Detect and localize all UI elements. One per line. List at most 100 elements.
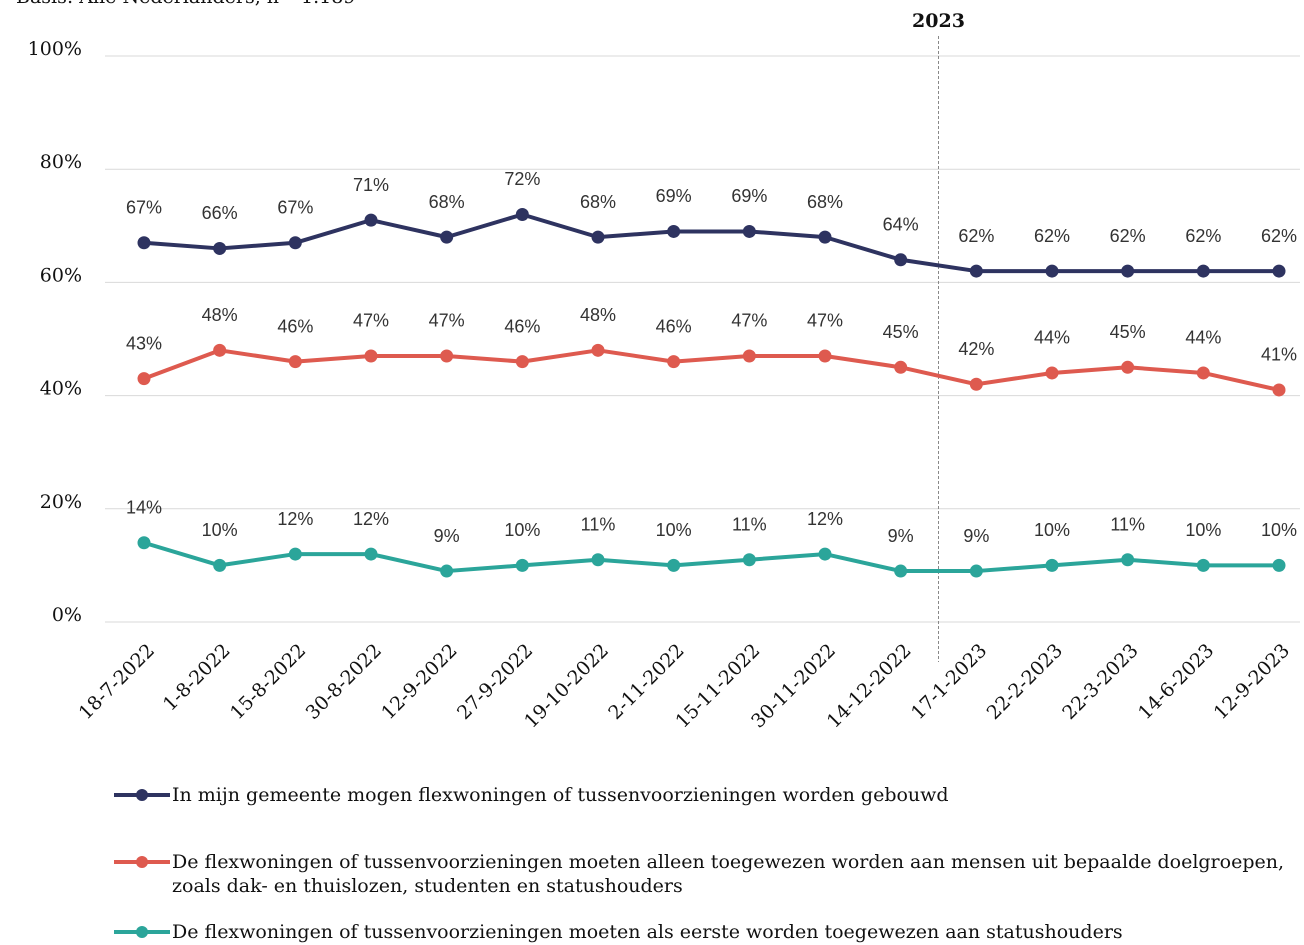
legend-icon xyxy=(114,926,170,938)
point xyxy=(364,547,378,561)
point xyxy=(515,355,529,369)
point xyxy=(364,213,378,227)
data-label: 10% xyxy=(656,520,692,540)
series-line xyxy=(143,212,1279,274)
data-label: 41% xyxy=(1261,345,1297,365)
point xyxy=(1045,366,1059,380)
y-tick-label: 100% xyxy=(28,38,82,60)
point xyxy=(591,553,605,567)
data-label: 68% xyxy=(807,192,843,212)
point xyxy=(288,236,302,250)
data-label: 9% xyxy=(963,526,989,546)
data-label: 45% xyxy=(1110,322,1146,342)
point xyxy=(667,558,681,572)
data-label: 42% xyxy=(958,339,994,359)
point xyxy=(1121,360,1135,374)
x-tick-label: 12-9-2023 xyxy=(1210,640,1294,724)
data-label: 43% xyxy=(126,333,162,353)
data-label: 47% xyxy=(807,311,843,331)
data-label: 47% xyxy=(429,311,465,331)
data-label: 66% xyxy=(202,203,238,223)
data-label: 12% xyxy=(807,509,843,529)
point xyxy=(969,564,983,578)
data-label: 68% xyxy=(429,192,465,212)
x-tick-label: 12-9-2022 xyxy=(377,640,461,724)
point xyxy=(1121,553,1135,567)
point xyxy=(742,553,756,567)
legend-marker xyxy=(136,856,148,868)
point xyxy=(440,230,454,244)
data-label: 68% xyxy=(580,192,616,212)
data-label: 11% xyxy=(732,514,767,534)
legend-item: In mijn gemeente mogen flexwoningen of t… xyxy=(112,783,1292,807)
point xyxy=(591,230,605,244)
legend-label: De flexwoningen of tussenvoorzieningen m… xyxy=(172,921,1123,943)
data-label: 10% xyxy=(504,520,540,540)
point xyxy=(440,564,454,578)
y-tick-label: 0% xyxy=(52,604,82,626)
point xyxy=(137,372,151,386)
legend-icon xyxy=(114,856,170,868)
point xyxy=(1121,264,1135,278)
point xyxy=(1196,264,1210,278)
data-label: 11% xyxy=(1110,514,1145,534)
x-tick-label: 18-7-2022 xyxy=(75,640,159,724)
y-tick-label: 80% xyxy=(40,151,82,173)
point xyxy=(742,349,756,363)
y-tick-label: 60% xyxy=(40,264,82,286)
data-label: 62% xyxy=(1110,226,1146,246)
point xyxy=(213,558,227,572)
data-label: 45% xyxy=(883,322,919,342)
point xyxy=(894,564,908,578)
data-label: 44% xyxy=(1185,328,1221,348)
point xyxy=(137,236,151,250)
x-tick-label: 22-2-2023 xyxy=(983,640,1067,724)
point xyxy=(1272,383,1286,397)
data-label: 47% xyxy=(353,311,389,331)
point xyxy=(969,377,983,391)
point xyxy=(1045,558,1059,572)
point xyxy=(213,241,227,255)
data-label: 10% xyxy=(202,520,238,540)
point xyxy=(894,253,908,267)
data-label: 67% xyxy=(126,198,162,218)
data-label: 12% xyxy=(277,509,313,529)
point xyxy=(969,264,983,278)
point xyxy=(818,547,832,561)
data-label: 11% xyxy=(581,514,616,534)
series-line xyxy=(143,540,1279,574)
legend-icon xyxy=(114,789,170,801)
point xyxy=(1272,558,1286,572)
legend-item: De flexwoningen of tussenvoorzieningen m… xyxy=(112,850,1292,898)
data-label: 64% xyxy=(883,215,919,235)
data-label: 48% xyxy=(202,305,238,325)
legend-item: De flexwoningen of tussenvoorzieningen m… xyxy=(112,920,1292,944)
data-label: 10% xyxy=(1034,520,1070,540)
point xyxy=(1196,558,1210,572)
legend-marker xyxy=(136,926,148,938)
data-label: 71% xyxy=(353,175,389,195)
point xyxy=(364,349,378,363)
data-label: 14% xyxy=(126,498,162,518)
point xyxy=(818,230,832,244)
x-tick-label: 30-8-2022 xyxy=(302,640,386,724)
legend-label: In mijn gemeente mogen flexwoningen of t… xyxy=(172,784,949,806)
series-line xyxy=(143,348,1280,392)
data-label: 9% xyxy=(888,526,914,546)
data-label: 44% xyxy=(1034,328,1070,348)
point xyxy=(288,547,302,561)
point xyxy=(742,224,756,238)
point xyxy=(213,343,227,357)
data-label: 47% xyxy=(731,311,767,331)
annotation: 2023 xyxy=(912,10,965,32)
data-label: 10% xyxy=(1185,520,1221,540)
point xyxy=(1045,264,1059,278)
data-label: 62% xyxy=(1034,226,1070,246)
data-label: 46% xyxy=(504,316,540,336)
data-label: 12% xyxy=(353,509,389,529)
point xyxy=(818,349,832,363)
data-label: 46% xyxy=(277,316,313,336)
x-tick-label: 22-3-2023 xyxy=(1058,640,1142,724)
